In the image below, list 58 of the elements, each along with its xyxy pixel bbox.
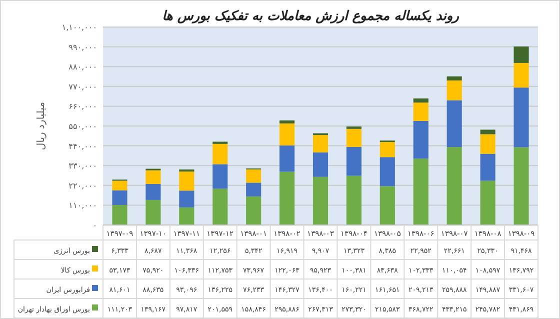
bar	[446, 147, 462, 225]
bar	[380, 142, 395, 158]
bar	[146, 184, 161, 200]
bar	[446, 80, 462, 100]
bar	[346, 146, 362, 176]
bar	[514, 88, 529, 148]
bar	[413, 102, 428, 121]
bar	[212, 144, 228, 164]
y-tick-label: ۴۴۰,۰۰۰	[68, 142, 97, 151]
bar	[212, 188, 228, 225]
bar	[413, 120, 428, 159]
bar	[246, 182, 262, 196]
bar	[146, 170, 161, 184]
bar	[112, 190, 128, 205]
y-tick-label: ۷۷۰,۰۰۰	[68, 82, 97, 92]
bar	[413, 98, 428, 103]
bar	[380, 186, 395, 225]
bar	[112, 180, 128, 190]
bar	[312, 176, 328, 225]
y-tick-label: ۸۸۰,۰۰۰	[68, 62, 97, 72]
y-tick-label: ۶۶۰,۰۰۰	[68, 102, 97, 112]
bar	[280, 123, 295, 146]
bar	[312, 152, 328, 177]
bar	[280, 145, 295, 172]
bar	[112, 204, 128, 225]
bar	[212, 164, 228, 189]
y-tick-label: ۵۵۰,۰۰۰	[68, 122, 97, 131]
bar	[514, 46, 529, 63]
bar	[446, 100, 462, 148]
y-tick-label: ۳۳۰,۰۰۰	[68, 162, 97, 171]
bar	[480, 154, 496, 181]
bar	[246, 196, 262, 225]
bar	[480, 134, 496, 154]
y-tick-label: ۲۲۰,۰۰۰	[68, 181, 97, 190]
bar	[312, 135, 328, 152]
bar	[346, 126, 362, 129]
bar	[346, 176, 362, 225]
bar	[380, 157, 395, 186]
bar	[514, 147, 529, 225]
bar	[280, 120, 295, 124]
y-tick-label: ۹۹۰,۰۰۰	[68, 42, 97, 52]
y-tick-label: ۱,۱۰۰,۰۰۰	[62, 23, 97, 32]
bar	[446, 76, 462, 80]
bar	[179, 190, 194, 208]
bar	[179, 171, 194, 191]
bar	[480, 130, 496, 134]
bar	[146, 200, 161, 225]
bar	[246, 169, 262, 183]
chart-title: روند یکساله مجموع ارزش معاملات به تفکیک بورس ها	[162, 9, 460, 24]
bar	[514, 62, 529, 88]
bar	[280, 172, 295, 225]
y-axis-title: میلیارد ریال	[36, 102, 47, 150]
bar	[480, 180, 496, 225]
y-tick-label: ۱۱۰,۰۰۰	[68, 201, 97, 210]
bar	[346, 128, 362, 147]
y-tick-label: ۰	[92, 221, 97, 230]
bar	[413, 158, 428, 225]
bar	[179, 207, 194, 225]
